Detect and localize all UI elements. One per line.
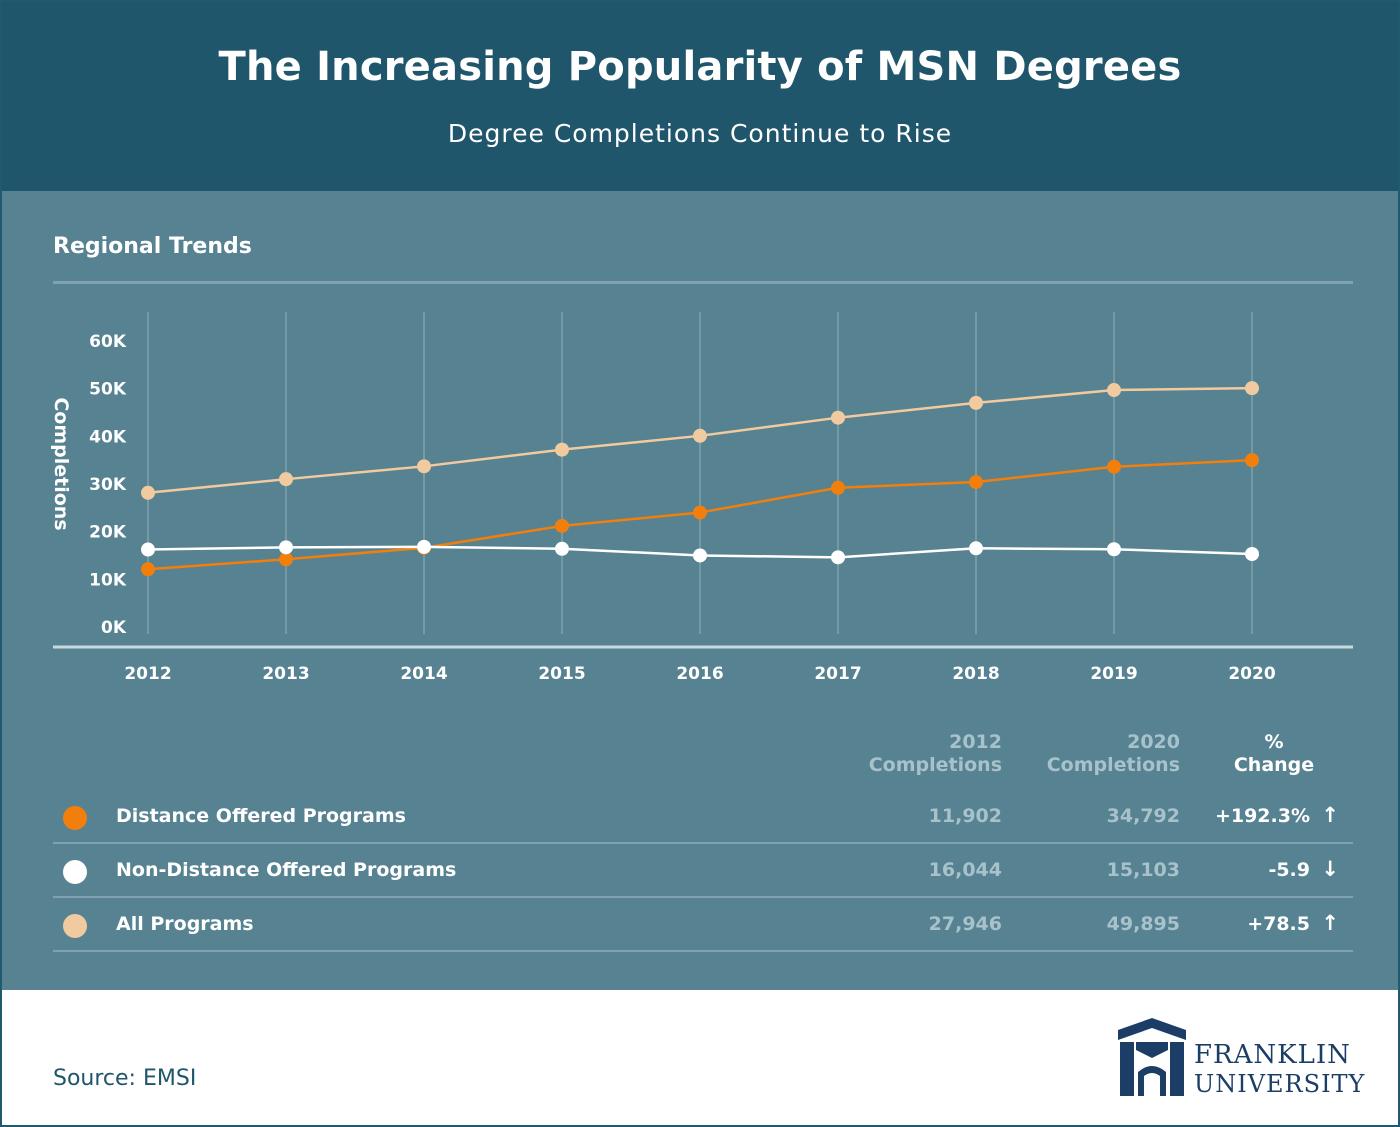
y-tick-label: 60K	[89, 332, 127, 352]
data-point-all-programs	[831, 410, 845, 425]
section-divider	[53, 281, 1353, 284]
y-tick-label: 30K	[89, 475, 127, 495]
data-point-all-programs	[417, 459, 431, 474]
data-point-distance-offered-programs	[141, 562, 155, 577]
arrow-up-icon: ↑	[1321, 803, 1339, 827]
logo-line-university: UNIVERSITY	[1194, 1070, 1366, 1098]
x-tick-label: 2017	[814, 664, 861, 684]
y-tick-label: 10K	[89, 570, 127, 590]
header-change-label: Change	[1233, 754, 1315, 776]
y-tick-label: 40K	[89, 427, 127, 447]
data-point-all-programs	[969, 395, 983, 410]
data-point-non-distance-offered-programs	[1107, 542, 1121, 557]
page-title: The Increasing Popularity of MSN Degrees	[218, 44, 1182, 90]
row-2020-value: 15,103	[1106, 859, 1180, 881]
header-2020-year: 2020	[1127, 731, 1180, 753]
x-tick-label: 2013	[262, 664, 309, 684]
legend-dot-all	[63, 914, 87, 938]
y-tick-label: 20K	[89, 523, 127, 543]
header-2012-completions: 2012 Completions	[852, 731, 1002, 777]
data-point-non-distance-offered-programs	[969, 541, 983, 556]
data-point-non-distance-offered-programs	[1245, 547, 1259, 562]
header-percent-symbol: %	[1264, 731, 1284, 753]
data-point-distance-offered-programs	[279, 552, 293, 567]
data-point-distance-offered-programs	[1245, 453, 1259, 468]
row-2012-value: 27,946	[928, 913, 1002, 935]
row-label: Distance Offered Programs	[116, 805, 406, 827]
x-tick-label: 2016	[676, 664, 723, 684]
data-point-all-programs	[141, 485, 155, 500]
row-change-value: +192.3%	[1214, 805, 1310, 827]
header-2012-year: 2012	[949, 731, 1002, 753]
data-point-non-distance-offered-programs	[555, 541, 569, 556]
table-row: Distance Offered Programs 11,902 34,792 …	[53, 792, 1353, 844]
data-point-all-programs	[279, 472, 293, 487]
data-point-all-programs	[693, 428, 707, 443]
row-change-value: +78.5	[1247, 913, 1310, 935]
section-title: Regional Trends	[53, 234, 252, 259]
x-tick-label: 2018	[952, 664, 999, 684]
data-point-non-distance-offered-programs	[831, 550, 845, 565]
row-change-value: -5.9	[1268, 859, 1310, 881]
row-label: All Programs	[116, 913, 254, 935]
x-tick-label: 2014	[400, 664, 447, 684]
data-point-non-distance-offered-programs	[417, 539, 431, 554]
data-point-all-programs	[1107, 383, 1121, 398]
legend-dot-distance	[63, 806, 87, 830]
arrow-down-icon: ↓	[1321, 857, 1339, 881]
y-tick-label: 0K	[101, 618, 127, 638]
data-point-distance-offered-programs	[831, 480, 845, 495]
source-note: Source: EMSI	[53, 1066, 197, 1091]
table-row: All Programs 27,946 49,895 +78.5 ↑	[53, 900, 1353, 952]
data-point-distance-offered-programs	[693, 505, 707, 520]
x-tick-label: 2012	[124, 664, 171, 684]
row-2020-value: 49,895	[1106, 913, 1180, 935]
table-row: Non-Distance Offered Programs 16,044 15,…	[53, 846, 1353, 898]
logo-line-franklin: FRANKLIN	[1194, 1040, 1351, 1070]
legend-dot-non-distance	[63, 860, 87, 884]
header-2020-label: Completions	[1046, 754, 1180, 776]
row-2012-value: 11,902	[928, 805, 1002, 827]
data-point-distance-offered-programs	[1107, 459, 1121, 474]
franklin-logo-icon	[1118, 1018, 1186, 1096]
x-tick-label: 2020	[1228, 664, 1275, 684]
data-point-non-distance-offered-programs	[693, 548, 707, 563]
header-percent-change: % Change	[1224, 731, 1324, 777]
arrow-up-icon: ↑	[1321, 911, 1339, 935]
data-point-non-distance-offered-programs	[141, 542, 155, 557]
row-divider	[53, 842, 1353, 844]
data-point-all-programs	[555, 442, 569, 457]
y-axis-label: Completions	[50, 397, 72, 530]
page-subtitle: Degree Completions Continue to Rise	[447, 119, 953, 148]
row-2020-value: 34,792	[1106, 805, 1180, 827]
x-tick-label: 2019	[1090, 664, 1137, 684]
y-tick-label: 50K	[89, 380, 127, 400]
row-divider	[53, 950, 1353, 952]
header-2020-completions: 2020 Completions	[1030, 731, 1180, 777]
header-2012-label: Completions	[868, 754, 1002, 776]
row-label: Non-Distance Offered Programs	[116, 859, 457, 881]
data-point-non-distance-offered-programs	[279, 540, 293, 555]
line-chart: 0K 10K 20K 30K 40K 50K 60K Completions 2012 2013 2…	[50, 312, 1353, 684]
x-tick-label: 2015	[538, 664, 585, 684]
row-2012-value: 16,044	[928, 859, 1002, 881]
header-banner: The Increasing Popularity of MSN Degrees…	[2, 2, 1398, 191]
data-point-distance-offered-programs	[555, 518, 569, 533]
data-point-distance-offered-programs	[969, 475, 983, 490]
data-point-all-programs	[1245, 381, 1259, 396]
row-divider	[53, 896, 1353, 898]
